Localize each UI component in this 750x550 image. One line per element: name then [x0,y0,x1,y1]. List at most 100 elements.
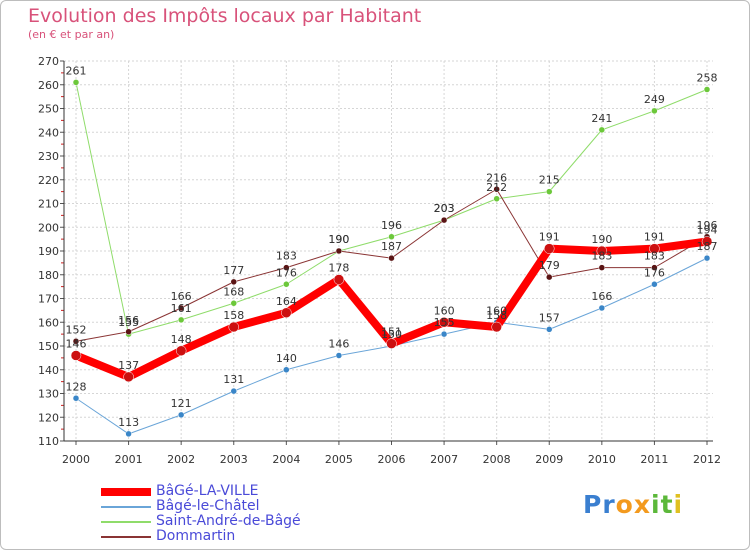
data-point [228,321,239,333]
x-tick-label: 2007 [430,453,458,466]
data-point [388,233,395,240]
data-point [70,350,82,361]
legend-label: BâGé-LA-VILLE [156,483,259,499]
data-label: 121 [171,397,192,410]
data-point [335,247,343,255]
data-point [598,126,606,134]
x-tick-label: 2006 [378,453,406,466]
data-label: 183 [644,250,665,263]
data-label: 146 [66,338,87,351]
data-labels: 1281131211311401461501551601571661761872… [66,64,718,429]
x-tick-label: 2005 [325,453,353,466]
y-tick-label: 250 [38,103,59,116]
logo-letter: x [633,490,651,519]
data-label: 190 [328,233,349,246]
data-label: 168 [223,285,244,298]
proxiti-logo: Proxiti [583,490,683,519]
data-point [701,236,713,247]
data-point [230,278,237,286]
data-label: 212 [486,181,507,194]
y-tick-label: 210 [38,198,59,211]
data-point [440,216,448,224]
data-label: 190 [591,233,612,246]
y-tick-label: 220 [38,174,59,187]
data-label: 196 [697,219,718,232]
data-point [493,186,500,193]
y-tick-label: 110 [38,435,59,448]
data-point [72,395,80,402]
data-label: 203 [434,202,455,215]
data-label: 187 [697,240,718,253]
axes: 110 120 130 140 150 160 170 180 190 200 210 220 230 2… [38,55,721,466]
data-point [283,366,290,373]
data-label: 164 [276,295,297,308]
x-tick-label: 2000 [62,453,90,466]
data-point [649,243,660,254]
data-point [230,300,237,307]
data-point [546,188,553,195]
x-tick-label: 2009 [535,453,563,466]
legend-swatch [101,536,151,538]
data-point [283,264,290,271]
data-point [703,254,711,262]
data-label: 160 [486,304,507,317]
data-label: 161 [171,302,192,315]
data-point [388,254,395,262]
data-point [335,352,343,359]
data-label: 128 [66,380,87,393]
y-tick-label: 230 [38,150,59,163]
chart-subtitle: (en € et par an) [28,28,115,41]
data-label: 191 [644,231,665,244]
y-tick-label: 260 [38,79,59,92]
y-tick-label: 130 [38,388,59,401]
x-tick-label: 2010 [588,453,616,466]
logo-letter: r [602,490,616,519]
data-label: 191 [539,231,560,244]
data-label: 155 [434,316,455,329]
logo-letter: o [615,490,634,519]
x-tick-label: 2002 [167,453,195,466]
data-point [333,274,345,285]
data-label: 113 [118,416,139,429]
data-label: 215 [539,174,560,187]
data-point [651,107,658,115]
data-point [491,321,502,333]
data-point [72,79,80,86]
data-point [177,411,185,419]
data-label: 158 [223,309,244,322]
data-label: 148 [171,333,192,346]
data-label: 194 [697,224,718,237]
data-label: 178 [328,262,349,275]
y-tick-label: 140 [38,364,59,377]
y-tick-label: 240 [38,126,59,139]
data-label: 146 [328,338,349,351]
data-label: 183 [276,250,297,263]
data-point [703,86,711,93]
data-label: 150 [381,328,402,341]
y-tick-label: 270 [38,55,59,68]
data-point [440,330,448,338]
y-tick-label: 190 [38,245,59,258]
data-label: 156 [118,314,139,327]
data-point [546,326,553,333]
data-label: 166 [171,290,192,303]
data-point [493,195,500,202]
y-tick-label: 180 [38,269,59,282]
data-label: 179 [539,259,560,272]
data-label: 137 [118,359,139,372]
legend-label: Dommartin [156,528,236,544]
data-label: 176 [276,266,297,279]
data-point [125,430,132,438]
legend-swatch [101,488,151,496]
data-point [544,243,555,254]
data-label: 155 [118,316,139,329]
data-point [598,264,606,271]
logo-letter: P [583,490,603,519]
data-label: 203 [434,202,455,215]
data-point [125,328,132,335]
logo-letter: t [660,490,674,519]
data-point [438,317,450,328]
y-tick-label: 150 [38,340,59,353]
data-label: 261 [66,64,87,77]
